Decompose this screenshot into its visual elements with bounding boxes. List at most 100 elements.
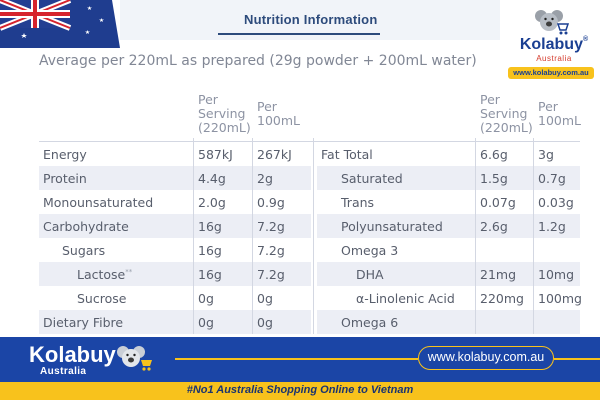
col-header-per-serving-left: Per Serving (220mL) — [198, 93, 251, 135]
serving-subtitle: Average per 220mL as prepared (29g powde… — [39, 53, 477, 69]
nutrient-name-text: Lactose — [77, 267, 126, 282]
row-shade — [317, 310, 580, 334]
row-shade — [39, 262, 311, 286]
nutrient-name: Saturated — [341, 171, 403, 186]
nutrient-name: Trans — [341, 195, 375, 210]
table-row: Dietary Fibre 0g 0g Omega 6 — [39, 310, 580, 334]
nutrient-name: DHA — [356, 267, 384, 282]
row-shade — [317, 214, 580, 238]
per-100ml-value: 0g — [257, 315, 273, 330]
per-serving-value: 2.0g — [198, 195, 226, 210]
per-serving-value: 16g — [198, 219, 222, 234]
table-row: Lactose** 16g 7.2g DHA 21mg 10mg — [39, 262, 580, 286]
brand-subtitle: Australia — [536, 54, 572, 63]
koala-cart-icon — [531, 8, 571, 36]
nutrient-name: Dietary Fibre — [43, 315, 124, 330]
nutrient-name: Fat Total — [321, 147, 373, 162]
col-header-line: Per — [538, 99, 558, 114]
per-serving-value: 0g — [198, 315, 214, 330]
per-100ml-value: 2g — [257, 171, 273, 186]
per-100ml-value: 0.03g — [538, 195, 574, 210]
col-header-line: 100mL — [538, 113, 581, 128]
per-serving-value: 6.6g — [480, 147, 508, 162]
column-divider — [252, 138, 253, 334]
per-100ml-value: 3g — [538, 147, 554, 162]
per-serving-value: 587kJ — [198, 147, 233, 162]
footer-tagline: #No1 Australia Shopping Online to Vietna… — [186, 384, 414, 396]
nutrient-name: Monounsaturated — [43, 195, 154, 210]
footer-url-link[interactable]: www.kolabuy.com.au — [418, 346, 554, 370]
per-100ml-value: 7.2g — [257, 267, 285, 282]
per-100ml-value: 0.9g — [257, 195, 285, 210]
nutrient-name: Protein — [43, 171, 87, 186]
column-divider — [533, 138, 534, 334]
per-100ml-value: 1.2g — [538, 219, 566, 234]
per-serving-value: 21mg — [480, 267, 517, 282]
footer-band — [0, 337, 600, 382]
table-row: Sugars 16g 7.2g Omega 3 — [39, 238, 580, 262]
per-serving-value: 1.5g — [480, 171, 508, 186]
per-100ml-value: 100mg — [538, 291, 582, 306]
per-serving-value: 220mg — [480, 291, 524, 306]
nutrient-name: Sucrose — [77, 291, 127, 306]
footer-accent-line — [175, 358, 418, 360]
col-header-per-100-left: Per 100mL — [257, 100, 300, 128]
per-serving-value: 2.6g — [480, 219, 508, 234]
nutrient-name: Omega 3 — [341, 243, 399, 258]
footer-brand-name: Kolabuy — [29, 342, 116, 367]
col-header-line: Serving — [198, 106, 246, 121]
footnote-marker: ** — [125, 268, 133, 276]
brand-url-link[interactable]: www.kolabuy.com.au — [508, 67, 594, 79]
column-divider — [475, 138, 476, 334]
col-header-line: Per — [198, 92, 218, 107]
footer-accent-line — [554, 358, 600, 360]
per-serving-value: 16g — [198, 243, 222, 258]
per-serving-value: 0.07g — [480, 195, 516, 210]
table-row: Energy 587kJ 267kJ Fat Total 6.6g 3g — [39, 142, 580, 166]
col-header-line: 100mL — [257, 113, 300, 128]
row-shade — [39, 166, 311, 190]
australia-flag-image — [0, 0, 120, 48]
col-header-line: Serving — [480, 106, 528, 121]
page-title: Nutrition Information — [244, 12, 378, 27]
footer-brand-subtitle: Australia — [40, 366, 87, 377]
nutrient-name: Carbohydrate — [43, 219, 129, 234]
tagline-band — [0, 382, 600, 400]
column-divider — [313, 138, 314, 334]
koala-cart-icon — [114, 343, 154, 373]
table-row: Carbohydrate 16g 7.2g Polyunsaturated 2.… — [39, 214, 580, 238]
per-100ml-value: 10mg — [538, 267, 575, 282]
registered-mark: ® — [582, 36, 589, 43]
nutrient-name: Energy — [43, 147, 87, 162]
per-100ml-value: 7.2g — [257, 243, 285, 258]
per-100ml-value: 0.7g — [538, 171, 566, 186]
per-100ml-value: 7.2g — [257, 219, 285, 234]
nutrient-name: Polyunsaturated — [341, 219, 443, 234]
col-header-line: Per — [480, 92, 500, 107]
col-header-line: (220mL) — [198, 120, 251, 135]
row-shade — [39, 214, 311, 238]
per-serving-value: 16g — [198, 267, 222, 282]
col-header-line: (220mL) — [480, 120, 533, 135]
nutrient-name: α-Linolenic Acid — [356, 291, 455, 306]
nutrient-name: Omega 6 — [341, 315, 399, 330]
table-top-rule — [39, 141, 580, 142]
col-header-per-serving-right: Per Serving (220mL) — [480, 93, 533, 135]
per-serving-value: 0g — [198, 291, 214, 306]
row-shade — [317, 262, 580, 286]
table-row: Sucrose 0g 0g α-Linolenic Acid 220mg 100… — [39, 286, 582, 310]
per-serving-value: 4.4g — [198, 171, 226, 186]
table-row: Protein 4.4g 2g Saturated 1.5g 0.7g — [39, 166, 580, 190]
col-header-line: Per — [257, 99, 277, 114]
per-100ml-value: 267kJ — [257, 147, 292, 162]
row-shade — [317, 166, 580, 190]
brand-logo-top: Kolabuy® Australia www.kolabuy.com.au — [506, 8, 596, 79]
brand-name-text: Kolabuy — [519, 36, 583, 53]
table-row: Monounsaturated 2.0g 0.9g Trans 0.07g 0.… — [39, 190, 580, 214]
nutrient-name: Sugars — [62, 243, 106, 258]
title-underline — [218, 33, 380, 35]
brand-name: Kolabuy® — [512, 36, 596, 54]
col-header-per-100-right: Per 100mL — [538, 100, 581, 128]
per-100ml-value: 0g — [257, 291, 273, 306]
column-divider — [193, 138, 194, 334]
